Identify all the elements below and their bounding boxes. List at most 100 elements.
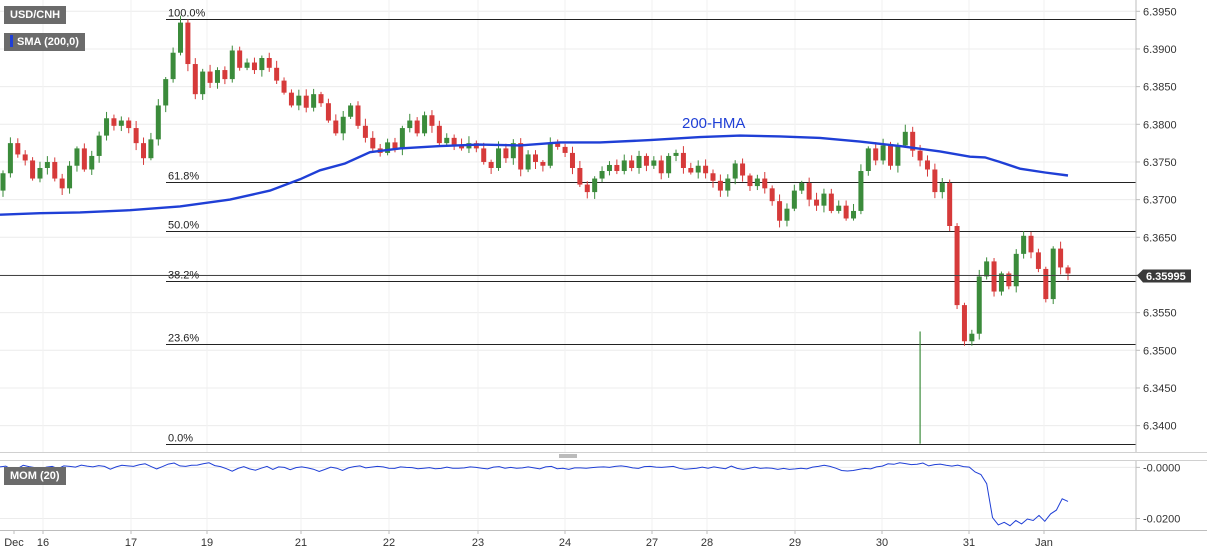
candle-body: [917, 150, 923, 161]
candle-body: [481, 148, 487, 162]
candle-body: [939, 183, 945, 193]
candle-body: [858, 171, 864, 211]
candle-body: [74, 148, 80, 166]
time-tick-label: 19: [201, 537, 213, 549]
momentum-tick-label: -0.0000: [1143, 462, 1180, 474]
candle-body: [348, 105, 354, 117]
candle-body: [828, 193, 834, 211]
candle-body: [185, 22, 191, 65]
candle-body: [496, 148, 502, 168]
momentum-grid: [0, 461, 1136, 530]
candle-body: [732, 163, 738, 179]
candle-body: [192, 64, 198, 95]
momentum-indicator-tag[interactable]: MOM (20): [4, 467, 66, 485]
candle-body: [754, 178, 760, 187]
candle-body: [133, 128, 139, 144]
candle-body: [895, 145, 901, 166]
candle-body: [451, 137, 457, 146]
candle-body: [1058, 248, 1064, 268]
candle-body: [540, 161, 546, 166]
candle-body: [81, 148, 87, 170]
time-tick-label: 29: [789, 537, 801, 549]
hma-line: [0, 134, 1069, 216]
candle-body: [799, 183, 805, 191]
sma-indicator-tag[interactable]: SMA (200,0): [4, 33, 85, 51]
candle-body: [762, 178, 768, 189]
candle-body: [318, 94, 324, 104]
candle-body: [666, 155, 672, 174]
candle-body: [843, 205, 849, 219]
candle-body: [311, 94, 317, 108]
candle-body: [1065, 267, 1071, 274]
candle-body: [621, 160, 627, 172]
candle-body: [163, 79, 169, 106]
time-tick-label: 22: [383, 537, 395, 549]
pane-resize-handle[interactable]: [557, 453, 579, 460]
candle-body: [969, 333, 975, 342]
candle-body: [288, 92, 294, 106]
candle-body: [385, 142, 391, 153]
fib-level-label: 50.0%: [168, 220, 199, 232]
candle-body: [961, 305, 967, 342]
time-tick-label: 17: [125, 537, 137, 549]
candle-body: [303, 95, 309, 108]
candle-body: [629, 160, 635, 168]
time-tick-label: 28: [701, 537, 713, 549]
candle-body: [932, 169, 938, 193]
candle-body: [998, 273, 1004, 292]
candle-body: [547, 143, 553, 166]
candle-body: [533, 154, 538, 162]
candle-body: [880, 145, 886, 161]
candle-body: [836, 205, 842, 211]
candle-body: [518, 143, 524, 170]
time-axis: Dec 16 17 19 21 22 23 24 27 28 29 30 31 Jan: [4, 530, 1053, 549]
symbol-tag[interactable]: USD/CNH: [4, 6, 67, 24]
time-tick-label: 21: [295, 537, 307, 549]
price-grid: [0, 0, 1136, 452]
candle-body: [126, 120, 132, 129]
candle-body: [599, 171, 605, 179]
candle-body: [902, 131, 908, 146]
candle-body: [1043, 268, 1049, 300]
candle-body: [673, 152, 679, 156]
candle-body: [229, 50, 235, 80]
candle-body: [1050, 248, 1056, 300]
candle-body: [355, 105, 361, 126]
fib-level-label: 100.0%: [168, 8, 206, 20]
candle-body: [244, 62, 250, 68]
time-tick-label: 24: [559, 537, 571, 549]
candle-body: [148, 139, 154, 159]
candle-body: [703, 165, 709, 174]
candle-body: [525, 154, 531, 170]
candle-body: [806, 183, 812, 200]
candle-body: [777, 201, 783, 221]
candle-body: [1021, 235, 1027, 254]
fib-level-label: 0.0%: [168, 433, 193, 445]
candle-body: [30, 160, 36, 179]
candle-body: [769, 188, 775, 202]
candle-body: [954, 226, 960, 306]
candle-body: [873, 148, 879, 161]
fibonacci-levels: 100.0%61.8%50.0%38.2%23.6%0.0%: [166, 8, 1136, 445]
candle-body: [569, 152, 575, 168]
momentum-axis: -0.0000 -0.0200: [1136, 462, 1180, 526]
price-tick-label: 6.3400: [1143, 421, 1177, 433]
candle-body: [104, 118, 110, 136]
time-tick-label: 16: [37, 537, 49, 549]
price-tick-label: 6.3800: [1143, 119, 1177, 131]
candle-body: [643, 155, 649, 166]
candle-body: [370, 137, 376, 149]
candle-body: [0, 173, 6, 191]
price-tick-label: 6.3850: [1143, 82, 1177, 94]
price-tick-label: 6.3750: [1143, 157, 1177, 169]
candle-body: [111, 118, 117, 126]
time-tick-label: Dec: [4, 537, 24, 549]
candle-body: [614, 164, 620, 172]
momentum-tick-label: -0.0200: [1143, 514, 1180, 526]
sma-color-swatch: [10, 35, 13, 47]
candle-body: [399, 128, 405, 149]
hma-label: 200-HMA: [682, 115, 745, 132]
candle-body: [333, 120, 339, 134]
candle-body: [155, 105, 161, 140]
